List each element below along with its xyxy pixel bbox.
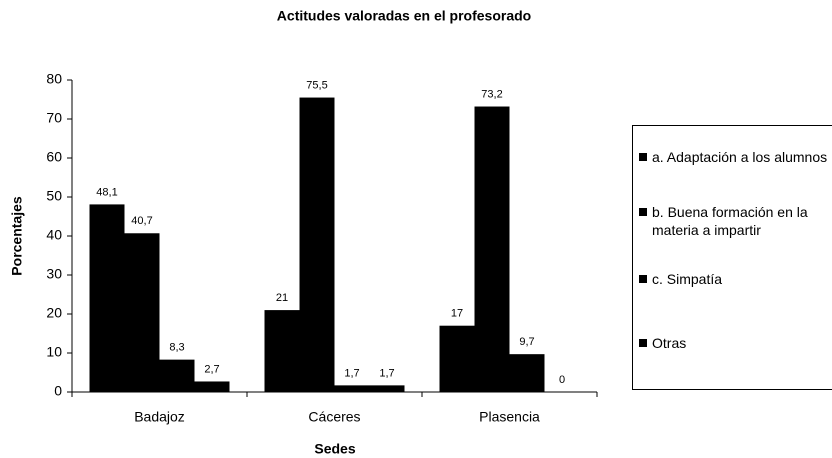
bar <box>194 381 230 392</box>
legend-swatch <box>639 153 647 161</box>
value-label: 73,2 <box>481 88 502 100</box>
legend-swatch <box>639 208 647 216</box>
chart-title: Actitudes valoradas en el profesorado <box>277 8 531 24</box>
y-tick-label: 0 <box>54 383 62 399</box>
value-label: 1,7 <box>344 367 359 379</box>
bar <box>439 325 475 392</box>
x-tick-label: Badajoz <box>134 409 185 425</box>
legend-item: a. Adaptación a los alumnos <box>639 148 829 166</box>
legend-swatch <box>639 275 647 283</box>
value-label: 8,3 <box>169 342 184 354</box>
bar <box>89 204 125 392</box>
legend-label: b. Buena formación en la materia a impar… <box>652 204 808 238</box>
bar <box>474 106 510 393</box>
y-axis-label: Porcentajes <box>9 196 25 276</box>
value-label: 21 <box>276 292 288 304</box>
legend-label: Otras <box>652 335 687 351</box>
value-label: 0 <box>559 374 565 386</box>
bar <box>334 385 370 392</box>
bar <box>124 233 160 392</box>
bar <box>509 354 545 392</box>
y-tick-label: 80 <box>46 71 62 87</box>
value-label: 1,7 <box>379 367 394 379</box>
legend: a. Adaptación a los alumnos b. Buena form… <box>632 125 832 390</box>
y-tick-label: 50 <box>46 188 62 204</box>
bar <box>299 97 335 393</box>
value-label: 40,7 <box>131 215 152 227</box>
legend-item: c. Simpatía <box>639 270 829 288</box>
value-label: 48,1 <box>96 186 117 198</box>
bar <box>369 385 405 392</box>
value-label: 75,5 <box>306 79 327 91</box>
value-label: 9,7 <box>519 336 534 348</box>
y-tick-label: 70 <box>46 110 62 126</box>
legend-item: b. Buena formación en la materia a impar… <box>639 203 829 239</box>
legend-item: Otras <box>639 334 829 352</box>
bar <box>159 359 195 392</box>
legend-label: c. Simpatía <box>652 271 723 287</box>
value-label: 2,7 <box>204 363 219 375</box>
y-tick-label: 60 <box>46 149 62 165</box>
y-tick-label: 10 <box>46 344 62 360</box>
x-tick-label: Cáceres <box>308 409 360 425</box>
bar <box>264 310 300 392</box>
legend-swatch <box>639 339 647 347</box>
x-axis-label: Sedes <box>314 441 355 457</box>
value-label: 17 <box>451 308 463 320</box>
y-tick-label: 20 <box>46 305 62 321</box>
legend-label: a. Adaptación a los alumnos <box>652 149 828 165</box>
y-tick-label: 40 <box>46 227 62 243</box>
x-tick-label: Plasencia <box>479 409 540 425</box>
y-tick-label: 30 <box>46 266 62 282</box>
